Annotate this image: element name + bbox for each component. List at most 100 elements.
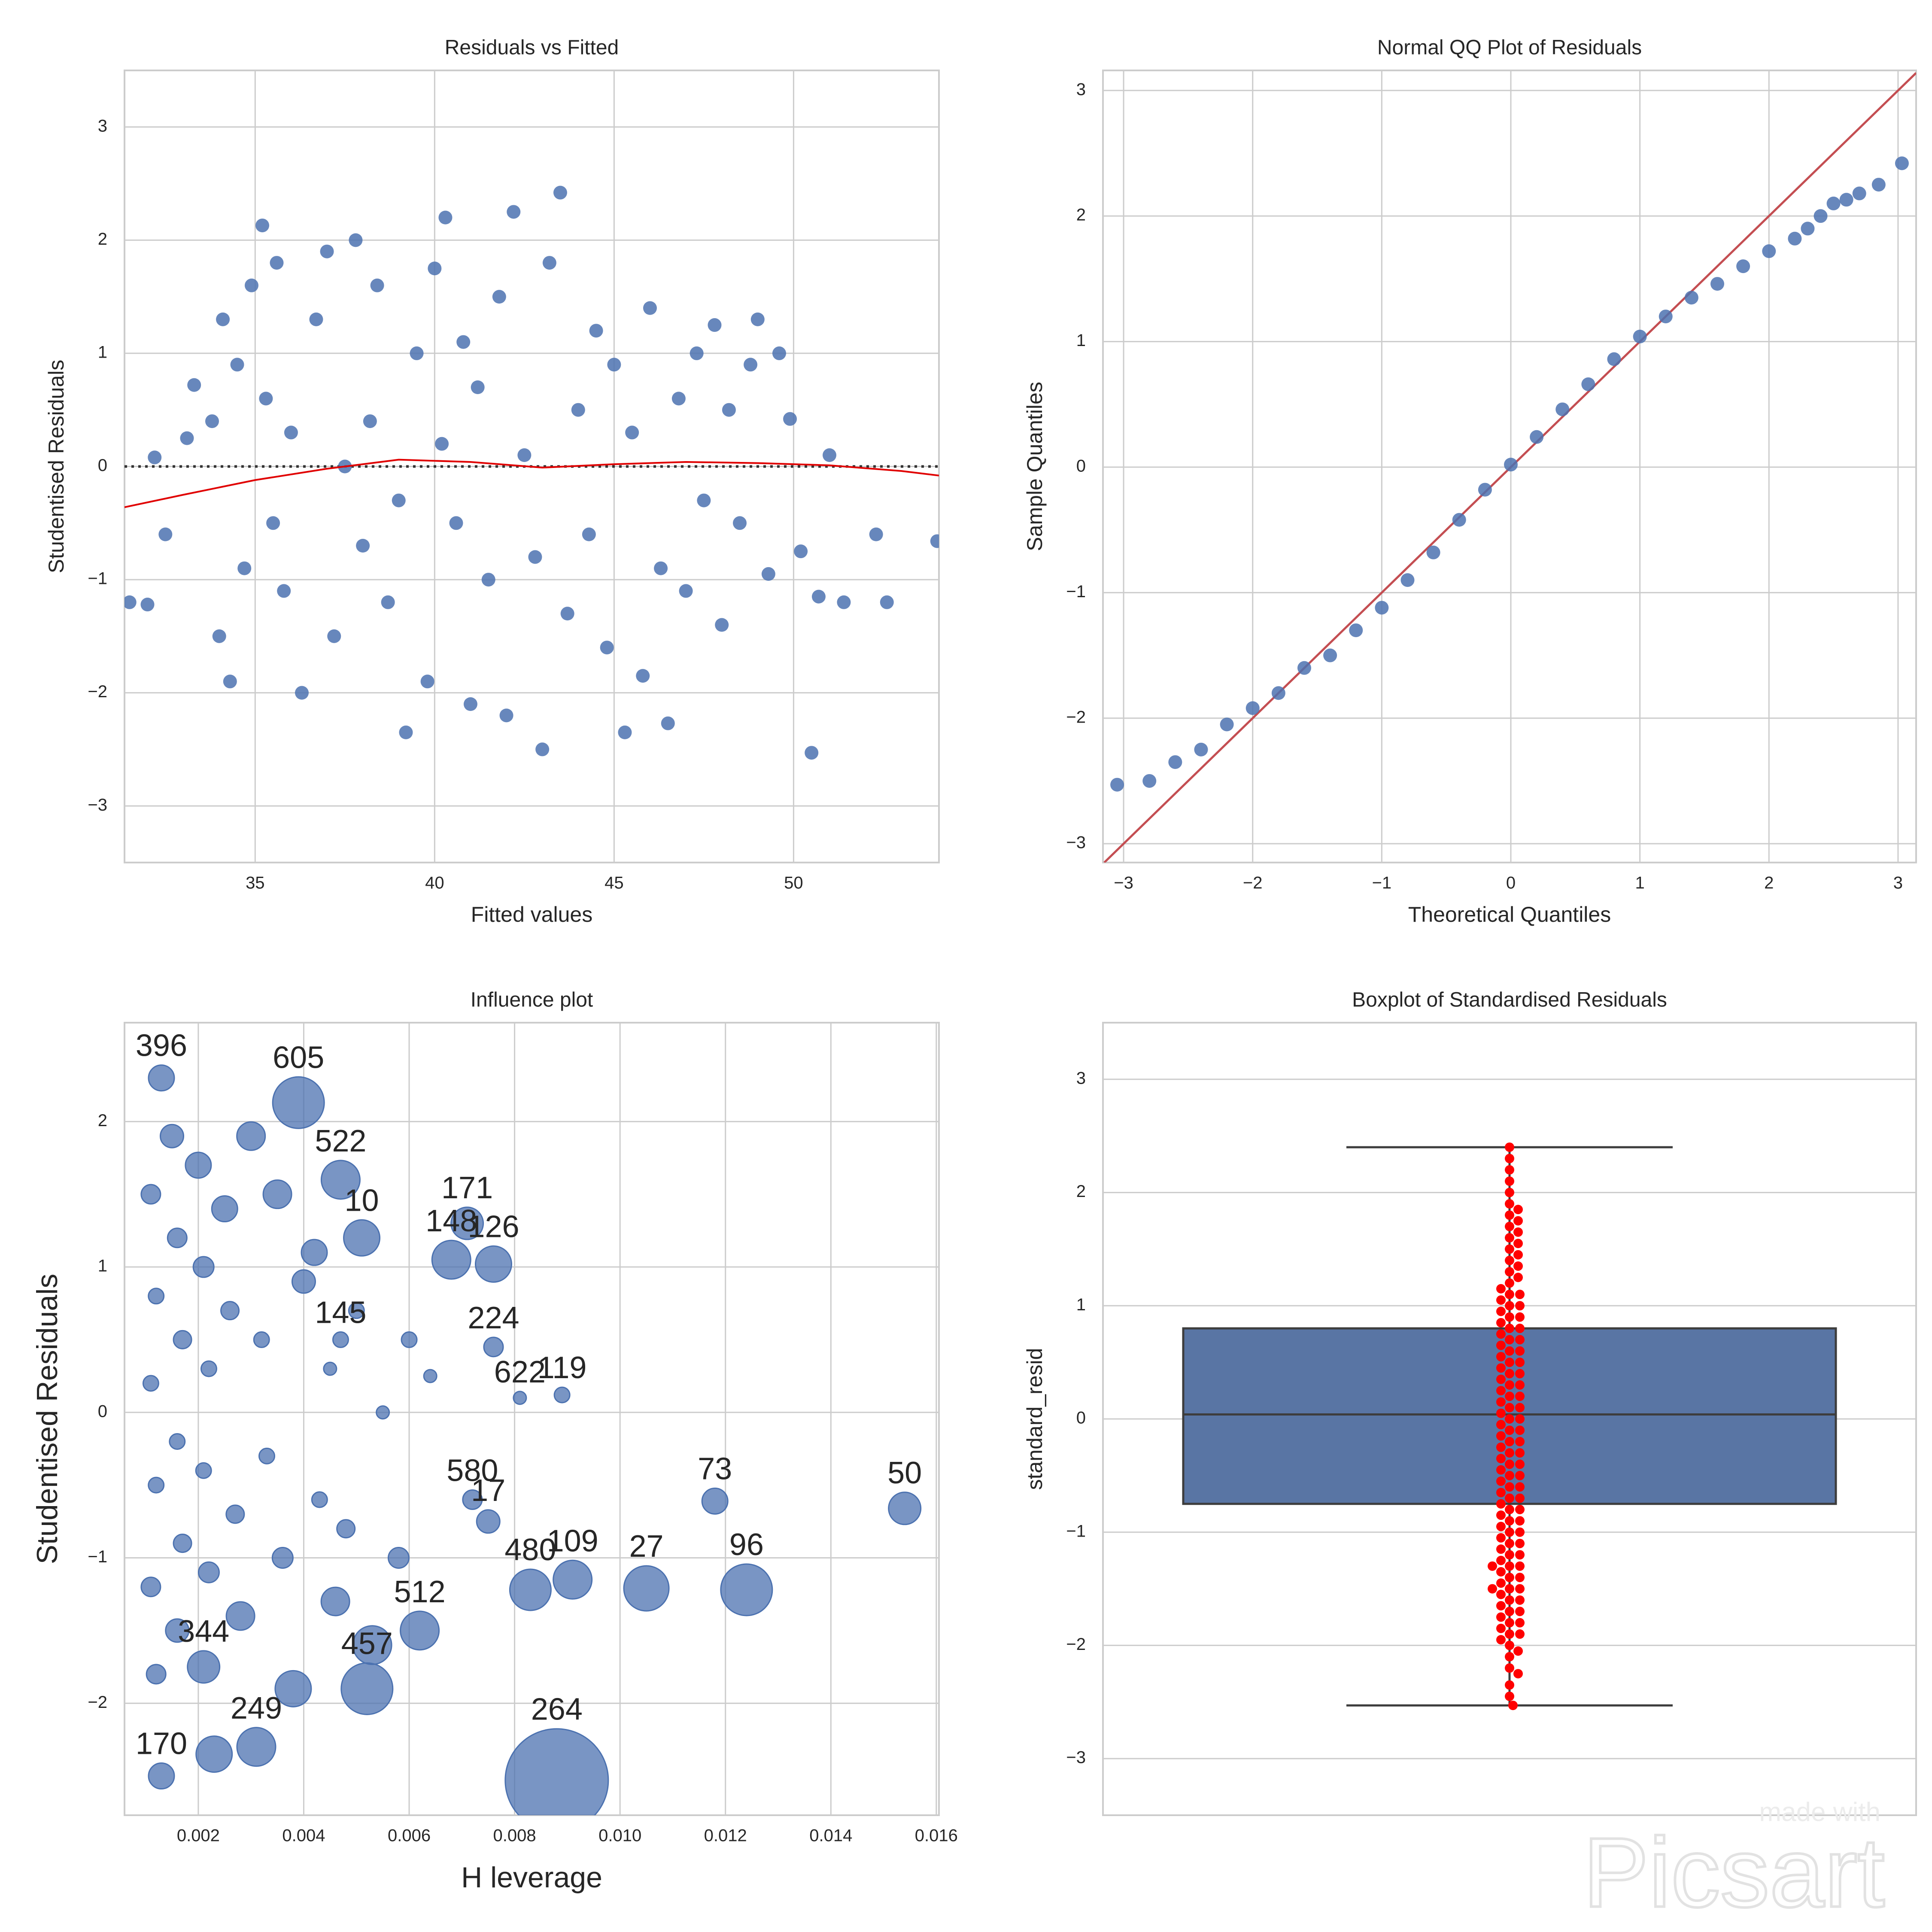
swarm-point bbox=[1496, 1623, 1506, 1633]
y-tick-label: 2 bbox=[98, 230, 107, 249]
point bbox=[230, 358, 244, 372]
y-tick-label: 1 bbox=[1076, 1295, 1086, 1314]
point bbox=[284, 425, 298, 440]
bubble bbox=[148, 1288, 165, 1305]
bubble bbox=[553, 1559, 593, 1600]
swarm-point bbox=[1515, 1289, 1525, 1299]
bubble bbox=[220, 1301, 240, 1321]
point bbox=[880, 595, 894, 609]
point bbox=[715, 618, 729, 632]
bubble bbox=[323, 1361, 337, 1376]
bubble bbox=[431, 1239, 471, 1280]
point bbox=[1194, 742, 1208, 756]
plot-content bbox=[1182, 1142, 1837, 1710]
point-label: 522 bbox=[315, 1124, 366, 1158]
swarm-point bbox=[1505, 1403, 1514, 1413]
point bbox=[1555, 402, 1570, 416]
point-label: 457 bbox=[341, 1626, 393, 1661]
y-tick-label: 3 bbox=[98, 116, 107, 135]
point bbox=[1530, 430, 1544, 444]
swarm-point bbox=[1496, 1635, 1506, 1645]
plot-content bbox=[140, 1064, 922, 1815]
point bbox=[618, 725, 632, 739]
swarm-point bbox=[1505, 1504, 1514, 1514]
watermark-large: Picsart bbox=[1583, 1817, 1885, 1928]
point bbox=[1323, 648, 1337, 662]
bubble bbox=[173, 1330, 192, 1349]
point bbox=[744, 358, 758, 372]
swarm-point bbox=[1513, 1216, 1523, 1226]
point-label: 622 bbox=[494, 1355, 546, 1389]
x-tick-label: 0.008 bbox=[493, 1826, 536, 1845]
swarm-point bbox=[1513, 1250, 1523, 1260]
point-label: 10 bbox=[344, 1183, 379, 1218]
x-tick-label: −1 bbox=[1372, 874, 1392, 893]
swarm-point bbox=[1505, 1414, 1514, 1424]
point bbox=[438, 210, 453, 225]
point bbox=[1452, 513, 1466, 527]
point-label: 96 bbox=[729, 1528, 764, 1562]
bubble bbox=[387, 1546, 410, 1569]
point bbox=[679, 584, 693, 598]
bubble bbox=[236, 1121, 266, 1151]
swarm-point bbox=[1496, 1306, 1506, 1316]
point bbox=[237, 561, 252, 575]
swarm-point bbox=[1505, 1278, 1514, 1288]
bubble bbox=[236, 1727, 276, 1767]
bubble bbox=[513, 1391, 527, 1405]
point bbox=[140, 598, 155, 612]
swarm-point bbox=[1505, 1188, 1514, 1197]
swarm-point bbox=[1496, 1442, 1506, 1452]
point bbox=[930, 534, 939, 548]
plot-area bbox=[125, 1023, 939, 1815]
swarm-point bbox=[1505, 1301, 1514, 1311]
swarm-point bbox=[1515, 1504, 1525, 1514]
bubble bbox=[148, 1476, 165, 1494]
point bbox=[435, 437, 449, 451]
swarm-point bbox=[1496, 1567, 1506, 1577]
bubble bbox=[311, 1491, 328, 1508]
bubble bbox=[320, 1160, 361, 1200]
x-tick-label: 0.006 bbox=[388, 1826, 431, 1845]
swarm-point bbox=[1515, 1301, 1525, 1311]
point bbox=[1271, 686, 1285, 700]
panel: −3 −2 −1 0 1 2 3 −3 −2 −1 0 1 2 3 Normal QQ Plot of Re… bbox=[1023, 36, 1917, 927]
point bbox=[148, 450, 162, 465]
swarm-point bbox=[1515, 1459, 1525, 1469]
smooth-curve bbox=[125, 459, 939, 508]
axes-frame bbox=[1102, 1022, 1917, 1816]
point bbox=[180, 431, 194, 445]
swarm-point bbox=[1496, 1499, 1506, 1509]
chart-title: Normal QQ Plot of Residuals bbox=[1377, 36, 1642, 59]
bubble bbox=[483, 1337, 504, 1358]
swarm-point bbox=[1515, 1312, 1525, 1322]
swarm-point bbox=[1515, 1425, 1525, 1435]
point bbox=[1142, 774, 1157, 788]
point bbox=[732, 516, 747, 530]
swarm-point bbox=[1505, 1358, 1514, 1367]
point bbox=[589, 324, 603, 338]
bubble bbox=[888, 1492, 922, 1525]
point-label: 145 bbox=[315, 1295, 366, 1330]
point bbox=[517, 448, 532, 462]
swarm-point bbox=[1496, 1397, 1506, 1407]
swarm-point bbox=[1505, 1527, 1514, 1537]
y-tick-label: 0 bbox=[98, 1402, 107, 1421]
y-tick-label: −2 bbox=[88, 1693, 107, 1712]
point bbox=[1801, 222, 1815, 236]
point bbox=[1478, 483, 1492, 497]
bubble bbox=[623, 1565, 670, 1612]
point bbox=[1710, 277, 1725, 291]
point bbox=[255, 219, 270, 233]
swarm-point bbox=[1496, 1352, 1506, 1361]
point bbox=[499, 708, 513, 723]
swarm-point bbox=[1505, 1640, 1514, 1650]
swarm-point bbox=[1505, 1312, 1514, 1322]
point bbox=[370, 278, 384, 292]
point bbox=[309, 312, 323, 326]
plot-content bbox=[125, 185, 939, 760]
y-tick-label: 0 bbox=[98, 456, 107, 475]
point bbox=[244, 278, 258, 292]
point bbox=[772, 346, 786, 360]
point bbox=[750, 312, 765, 326]
